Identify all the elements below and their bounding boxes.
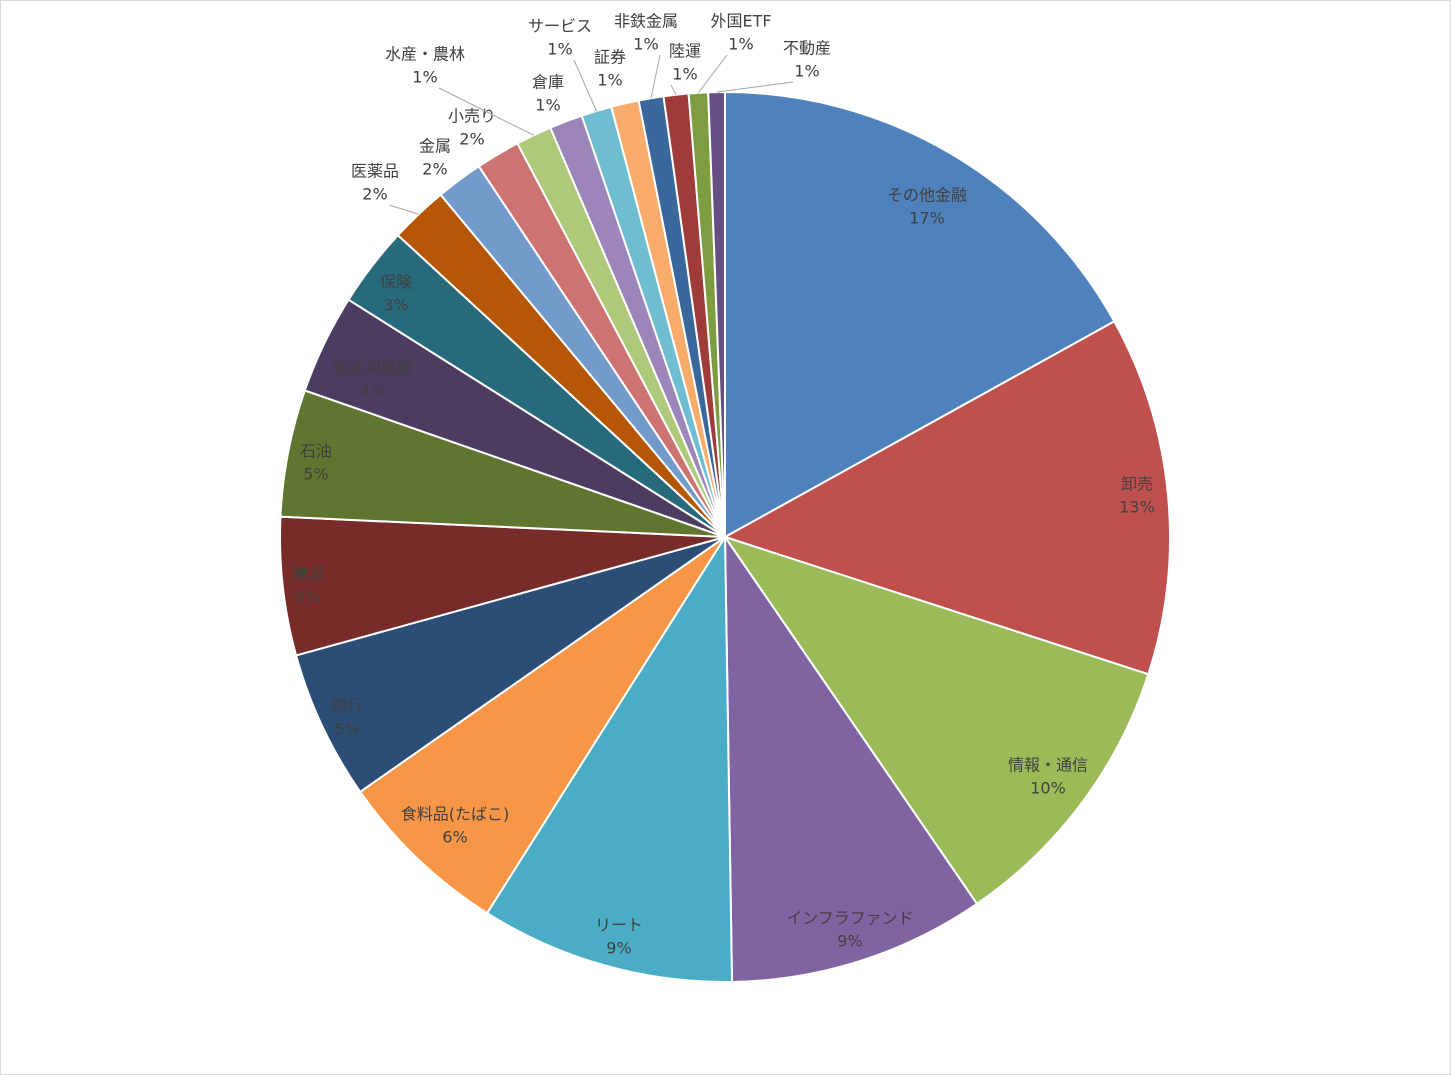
slice-label: 外国ETF (710, 12, 771, 31)
slice-label: 保険 (380, 273, 412, 292)
slice-value-label: 17% (909, 209, 945, 228)
leader-line (697, 54, 728, 94)
slice-label: 食料品(たばこ) (401, 805, 510, 824)
slice-value-label: 1% (672, 65, 697, 84)
slice-value-label: 1% (547, 40, 572, 59)
slice-label: 石油 (300, 442, 332, 461)
slice-label: 小売り (448, 107, 496, 126)
slice-label: 倉庫 (532, 73, 564, 92)
slice-label: 水産・農林 (385, 45, 465, 64)
slice-label: インフラファンド (786, 909, 914, 928)
slice-value-label: 6% (442, 828, 467, 847)
slice-value-label: 1% (412, 68, 437, 87)
slice-label: その他金融 (887, 186, 967, 205)
leader-line (716, 81, 794, 93)
slice-value-label: 2% (459, 130, 484, 149)
slice-value-label: 9% (837, 932, 862, 951)
slice-label: 陸運 (669, 42, 701, 61)
slice-value-label: 5% (334, 720, 359, 739)
slice-label: 輸送用機器 (333, 359, 413, 378)
slice-value-label: 4% (360, 382, 385, 401)
leader-line (388, 204, 419, 215)
pie-slice (485, 533, 734, 983)
pie-slice (722, 535, 1150, 906)
slice-label: 不動産 (783, 39, 831, 58)
slice-label: 情報・通信 (1008, 756, 1088, 775)
leader-line (573, 59, 597, 112)
slice-value-label: 1% (728, 35, 753, 54)
slice-label: 銀行 (331, 697, 363, 716)
slice-label: 非鉄金属 (614, 12, 678, 31)
pie-slice (294, 536, 726, 794)
slice-value-label: 3% (383, 296, 408, 315)
pie-slice (707, 90, 726, 538)
slice-label: 建設 (292, 565, 324, 584)
leader-line (438, 87, 534, 136)
pie-slice (358, 536, 726, 915)
slice-value-label: 13% (1119, 498, 1155, 517)
slice-value-label: 10% (1030, 779, 1066, 798)
slice-value-label: 2% (362, 185, 387, 204)
slice-value-label: 5% (303, 465, 328, 484)
slice-value-label: 1% (535, 96, 560, 115)
slice-label: リート (595, 916, 643, 935)
slice-label: 卸売 (1121, 475, 1153, 494)
slice-value-label: 1% (597, 71, 622, 90)
slice-label: 証券 (594, 48, 626, 67)
pie-slice (724, 90, 1116, 539)
slice-value-label: 1% (794, 62, 819, 81)
pie-slice (722, 320, 1172, 676)
leader-line (650, 54, 661, 99)
slice-value-label: 5% (295, 588, 320, 607)
slice-value-label: 9% (606, 939, 631, 958)
slice-label: 医薬品 (351, 162, 399, 181)
slice-value-label: 1% (633, 35, 658, 54)
slice-value-label: 2% (422, 160, 447, 179)
leader-line (670, 84, 677, 95)
slice-label: 金属 (419, 137, 451, 156)
pie-slice (723, 533, 979, 983)
slice-label: サービス (528, 17, 592, 36)
